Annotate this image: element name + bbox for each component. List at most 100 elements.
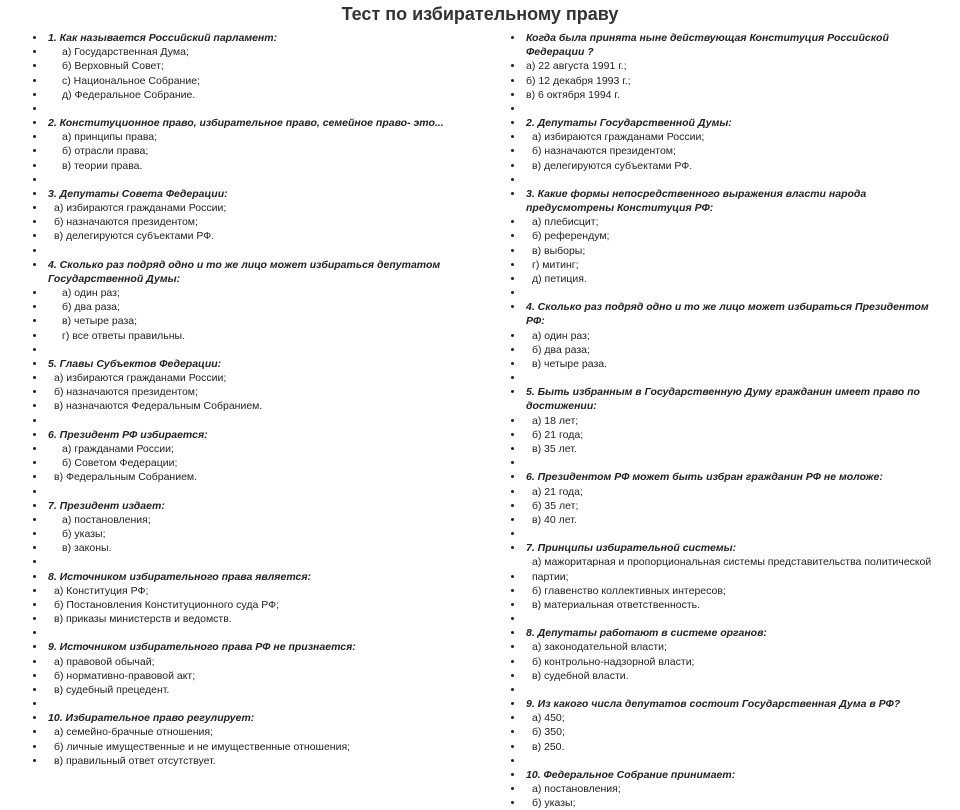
right-list: Когда была принята ныне действующая Конс… xyxy=(490,31,948,810)
option-text: с) Национальное Собрание; xyxy=(48,74,200,88)
question: 3. Какие формы непосредственного выражен… xyxy=(524,187,948,215)
question: 1. Как называется Российский парламент: xyxy=(46,31,470,45)
option-text: а) мажоритарная и пропорциональная систе… xyxy=(526,555,948,583)
option: б) Советом Федерации; xyxy=(46,456,470,470)
option: а) постановления; xyxy=(46,513,470,527)
blank-line xyxy=(46,626,470,640)
option-text: б) 350; xyxy=(526,725,565,739)
option-text: б) назначаются президентом; xyxy=(48,215,198,229)
question: 6. Президент РФ избирается: xyxy=(46,428,470,442)
option-text: б) назначаются президентом; xyxy=(48,385,198,399)
option-text: а) Государственная Дума; xyxy=(48,45,189,59)
option-text: б) два раза; xyxy=(526,343,590,357)
blank-line xyxy=(46,343,470,357)
option: с) Национальное Собрание; xyxy=(46,74,470,88)
option-text: а) 450; xyxy=(526,711,565,725)
option: а) законодательной власти; xyxy=(524,640,948,654)
line: а) 22 августа 1991 г.; xyxy=(524,59,948,73)
blank-line xyxy=(46,173,470,187)
question-text: 6. Президентом РФ может быть избран граж… xyxy=(526,471,883,483)
option-text: а) 21 года; xyxy=(526,485,583,499)
option: б) 35 лет; xyxy=(524,499,948,513)
option-text: а) правовой обычай; xyxy=(48,655,155,669)
option: в) приказы министерств и ведомств. xyxy=(46,612,470,626)
question: 3. Депутаты Совета Федерации: xyxy=(46,187,470,201)
option: б) назначаются президентом; xyxy=(524,144,948,158)
option: б) 350; xyxy=(524,725,948,739)
option: а) избираются гражданами России; xyxy=(46,201,470,215)
option: б) указы; xyxy=(46,527,470,541)
option: б) нормативно-правовой акт; xyxy=(46,669,470,683)
option: в) теории права. xyxy=(46,159,470,173)
option-text: б) Постановления Конституционного суда Р… xyxy=(48,598,279,612)
blank-line xyxy=(524,683,948,697)
question-text: 9. Источником избирательного права РФ не… xyxy=(48,641,356,653)
question: 8. Депутаты работают в системе органов: xyxy=(524,626,948,640)
option-text: в) материальная ответственность. xyxy=(526,598,700,612)
option: в) 35 лет. xyxy=(524,442,948,456)
option-text: а) один раз; xyxy=(526,329,590,343)
question: 2. Конституционное право, избирательное … xyxy=(46,116,470,130)
option: а) Конституция РФ; xyxy=(46,584,470,598)
option: а) гражданами России; xyxy=(46,442,470,456)
option-text: а) постановления; xyxy=(48,513,151,527)
option-text: в) 250. xyxy=(526,740,564,754)
question-text: 3. Какие формы непосредственного выражен… xyxy=(526,188,866,214)
question: 10. Федеральное Собрание принимает: xyxy=(524,768,948,782)
option: а) семейно-брачные отношения; xyxy=(46,725,470,739)
option: б) личные имущественные и не имущественн… xyxy=(46,740,470,754)
option-text: а) постановления; xyxy=(526,782,621,796)
option: б) назначаются президентом; xyxy=(46,385,470,399)
question: 10. Избирательное право регулирует: xyxy=(46,711,470,725)
option-text: в) назначаются Федеральным Собранием. xyxy=(48,399,262,413)
option: в) судебный прецедент. xyxy=(46,683,470,697)
option-text: а) плебисцит; xyxy=(526,215,599,229)
option-text: б) личные имущественные и не имущественн… xyxy=(48,740,350,754)
option-text: а) принципы права; xyxy=(48,130,157,144)
blank-line xyxy=(46,485,470,499)
option-text: б) отрасли права; xyxy=(48,144,148,158)
line: в) 6 октября 1994 г. xyxy=(524,88,948,102)
option: в) 40 лет. xyxy=(524,513,948,527)
option: б) Постановления Конституционного суда Р… xyxy=(46,598,470,612)
option: б) референдум; xyxy=(524,229,948,243)
option: а) избираются гражданами России; xyxy=(524,130,948,144)
option-text: в) 35 лет. xyxy=(526,442,577,456)
option-text: г) митинг; xyxy=(526,258,579,272)
option: а) один раз; xyxy=(46,286,470,300)
option: в) материальная ответственность. xyxy=(524,598,948,612)
option-text: в) правильный ответ отсутствует. xyxy=(48,754,216,768)
question-text: 10. Избирательное право регулирует: xyxy=(48,712,254,724)
option-text: г) все ответы правильны. xyxy=(48,329,185,343)
line: б) 12 декабря 1993 г.; xyxy=(524,74,948,88)
option: в) назначаются Федеральным Собранием. xyxy=(46,399,470,413)
option: д) петиция. xyxy=(524,272,948,286)
option: б) два раза; xyxy=(46,300,470,314)
blank-line xyxy=(46,414,470,428)
option-text: в) Федеральным Собранием. xyxy=(48,470,197,484)
option: а) Государственная Дума; xyxy=(46,45,470,59)
blank-line xyxy=(46,102,470,116)
option-text: б) контрольно-надзорной власти; xyxy=(526,655,694,669)
question-text: 7. Принципы избирательной системы: xyxy=(526,542,736,554)
question: 5. Быть избранным в Государственную Думу… xyxy=(524,385,948,413)
option: а) избираются гражданами России; xyxy=(46,371,470,385)
option: а) принципы права; xyxy=(46,130,470,144)
option: б) отрасли права; xyxy=(46,144,470,158)
option: а) 450; xyxy=(524,711,948,725)
option: в) делегируются субъектами РФ. xyxy=(46,229,470,243)
option: а) правовой обычай; xyxy=(46,655,470,669)
question-text: Когда была принята ныне действующая Конс… xyxy=(526,32,889,58)
option: а) 18 лет; xyxy=(524,414,948,428)
question-text: 5. Быть избранным в Государственную Думу… xyxy=(526,386,920,412)
question: 9. Из какого числа депутатов состоит Гос… xyxy=(524,697,948,711)
option-text: а) 18 лет; xyxy=(526,414,578,428)
option-text: а) избираются гражданами России; xyxy=(526,130,704,144)
question-text: 4. Сколько раз подряд одно и то же лицо … xyxy=(526,301,929,327)
option-text: б) референдум; xyxy=(526,229,609,243)
blank-line xyxy=(524,754,948,768)
question-text: 8. Депутаты работают в системе органов: xyxy=(526,627,767,639)
option: б) указы; xyxy=(524,796,948,810)
option: б) два раза; xyxy=(524,343,948,357)
option: б) Верховный Совет; xyxy=(46,59,470,73)
